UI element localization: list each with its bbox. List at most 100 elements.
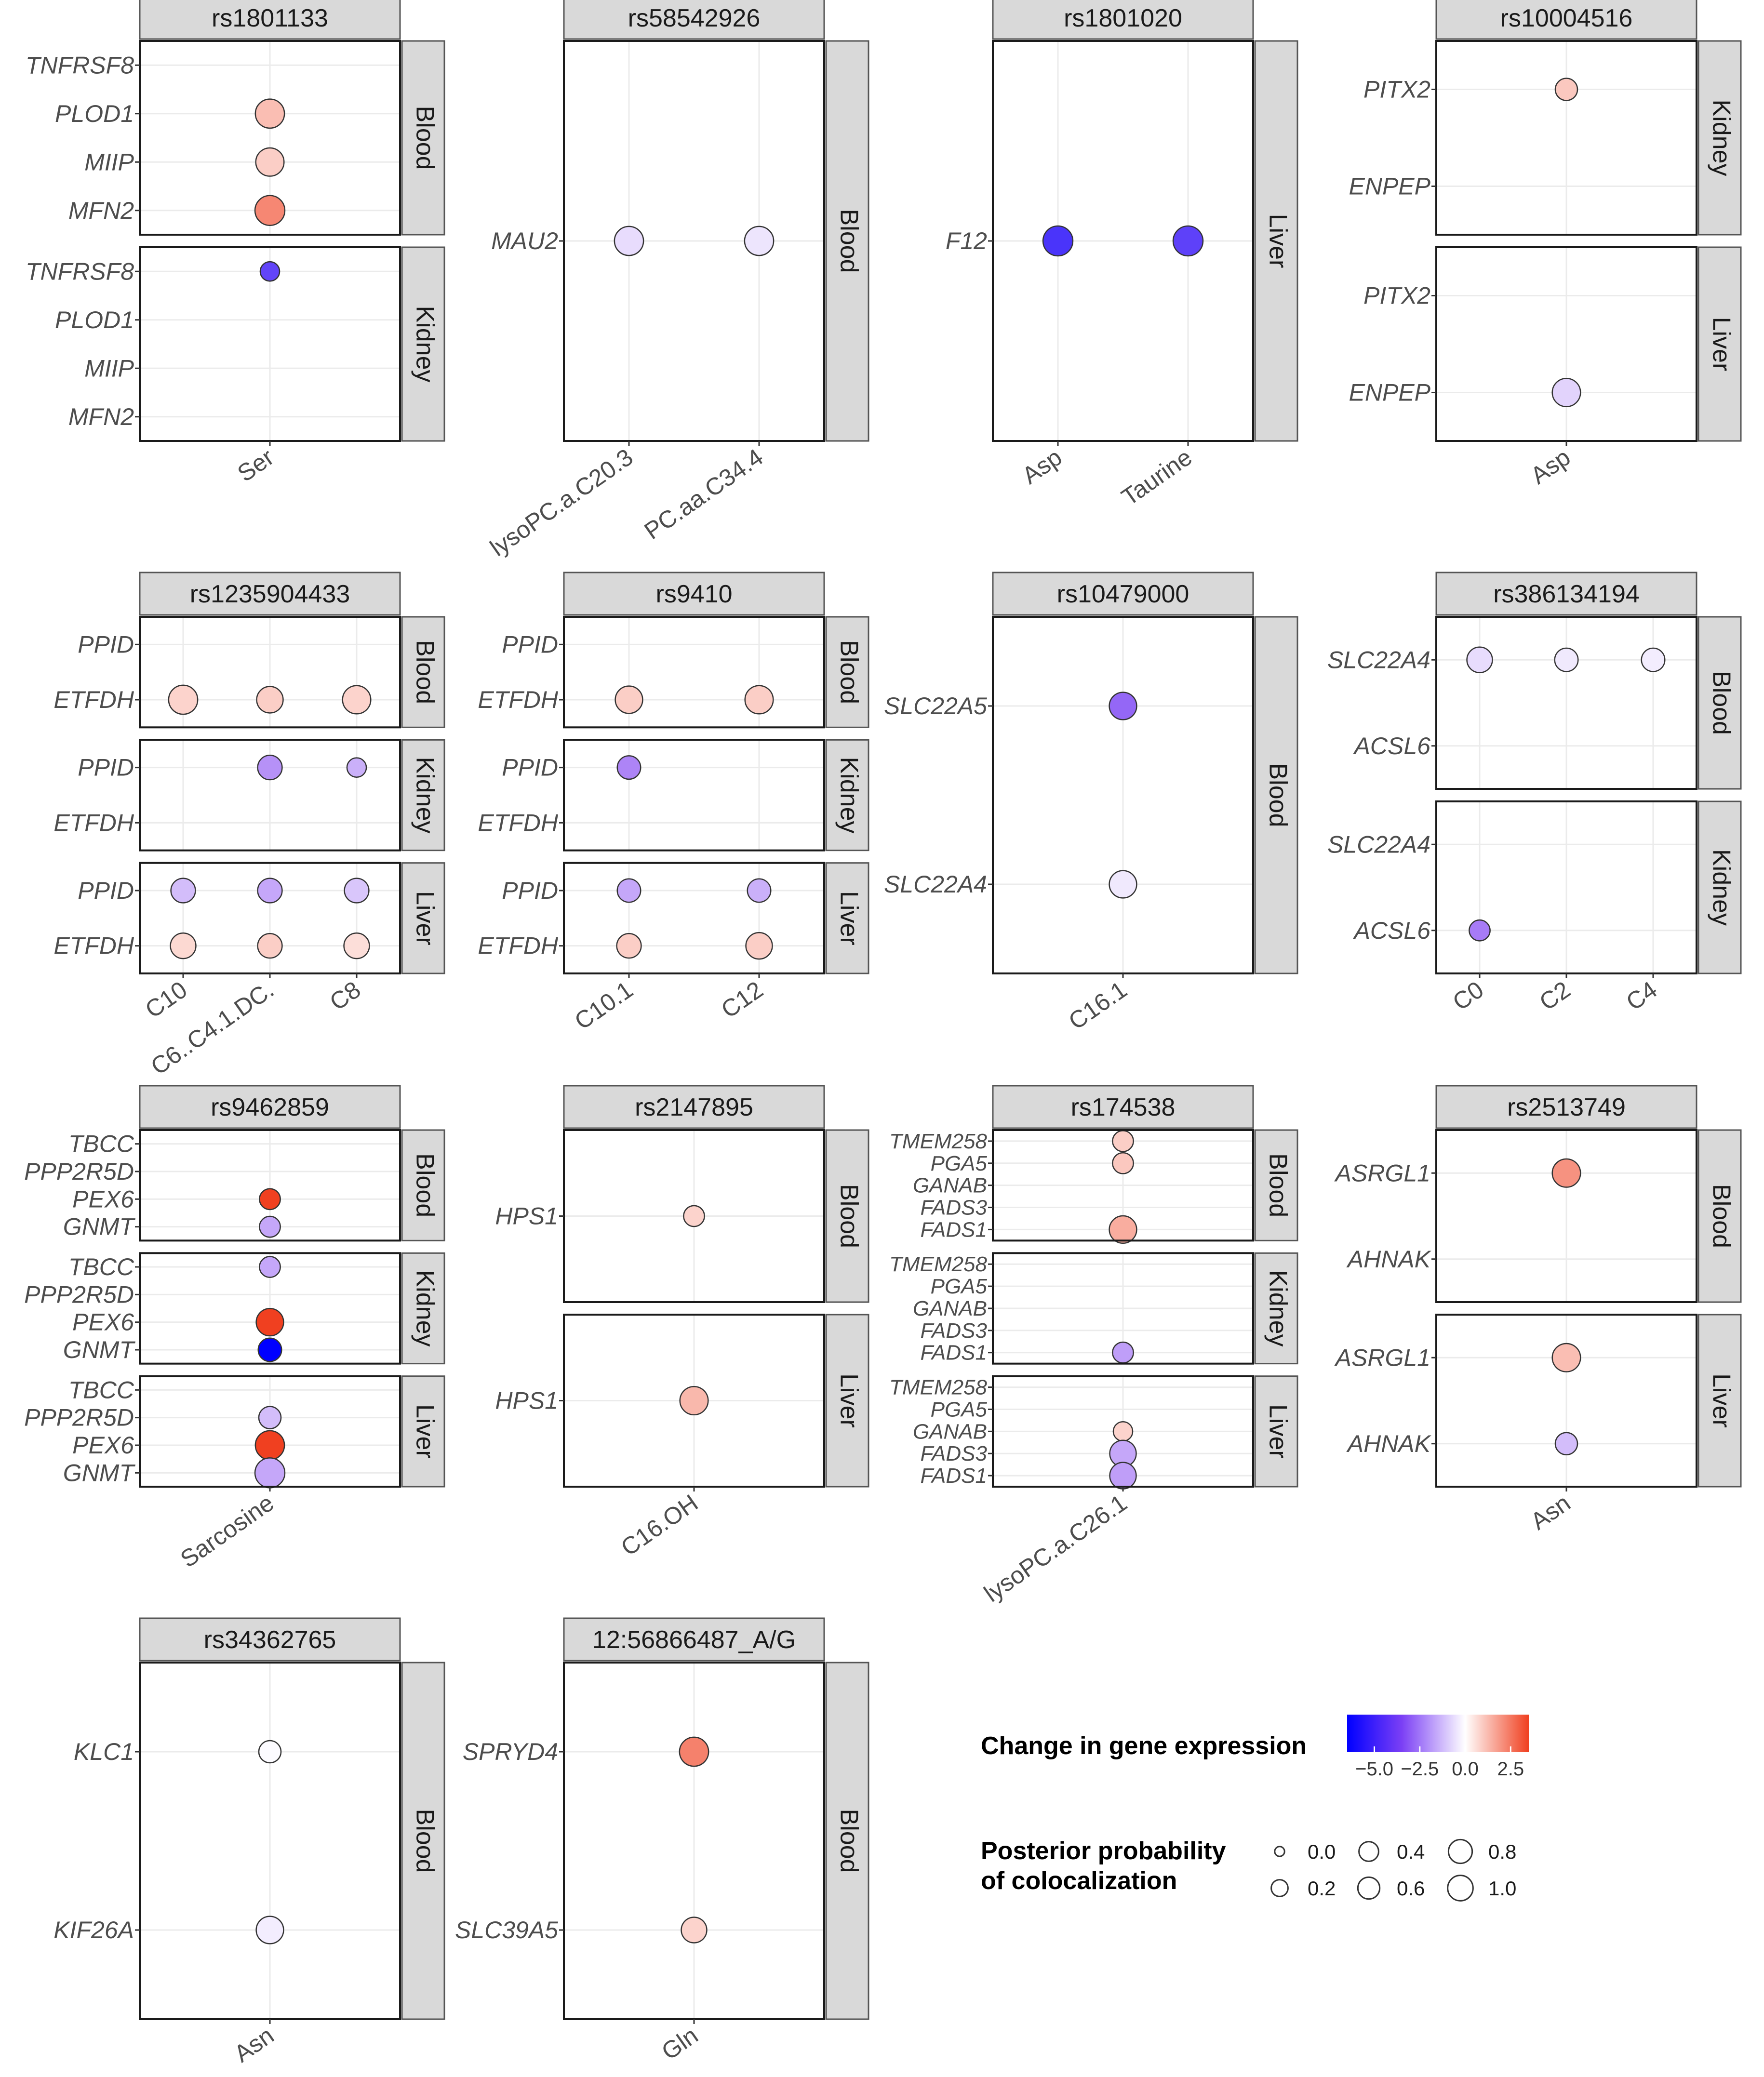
gene-tick-label: PPID [502, 754, 558, 781]
metabolite-tick-label: Asn [1526, 1489, 1576, 1535]
tissue-label: Liver [1707, 1373, 1735, 1428]
tissue-strip [1697, 246, 1742, 442]
tissue-label: Blood [835, 1809, 863, 1873]
gene-tick-label: FADS1 [920, 1464, 987, 1488]
gene-tick-label: FADS1 [920, 1218, 987, 1241]
data-point [614, 226, 644, 256]
gene-tick-label: ETFDH [53, 932, 134, 959]
data-point [343, 932, 370, 959]
data-point [255, 147, 285, 177]
size-legend-circle [1447, 1838, 1473, 1864]
data-point [1466, 646, 1493, 673]
size-legend-circle [1447, 1875, 1474, 1902]
tissue-label: Kidney [835, 757, 863, 834]
tissue-label: Liver [1264, 214, 1292, 268]
metabolite-tick-label: Gln [656, 2022, 703, 2065]
gene-tick-label: SPRYD4 [463, 1738, 558, 1765]
facet-rs58542926: rs58542926 Blood MAU2 lysoPC.a.C20.3 PC.aa.C… [485, 0, 869, 561]
metabolite-tick-label: lysoPC.a.C26.1 [979, 1489, 1132, 1607]
metabolite-tick-label: Asn [229, 2022, 279, 2067]
metabolite-tick-label: Asp [1017, 443, 1067, 489]
tissue-label: Kidney [411, 1270, 439, 1347]
data-point [170, 932, 197, 959]
gene-tick-label: TNFRSF8 [26, 258, 134, 285]
facet-rs174538: rs174538BloodTMEM258PGA5GANABFADS3FADS1K… [889, 1085, 1298, 1607]
data-point [1112, 1421, 1134, 1442]
facet-rs1801020: rs1801020 Liver F12 Asp Taurine [946, 0, 1298, 511]
tissue-strip [401, 616, 445, 728]
tissue-label: Blood [835, 1184, 863, 1248]
tissue-strip [1697, 1129, 1742, 1303]
data-point [1554, 78, 1578, 101]
panel-blood: Blood PPID ETFDH [53, 616, 445, 729]
tissue-strip [401, 1662, 445, 2020]
data-point [256, 686, 284, 714]
facet-rs1235904433: rs1235904433 Blood PPID ETFDH Kidney PPID ETFD… [53, 572, 445, 1080]
data-point [1112, 1130, 1134, 1152]
panel-blood: Blood PPID ETFDH [478, 616, 869, 729]
size-legend-title-line2: of colocalization [981, 1867, 1177, 1895]
tissue-strip [1254, 40, 1298, 442]
color-legend-tick: 0.0 [1452, 1758, 1479, 1780]
gene-tick-label: KLC1 [74, 1738, 134, 1765]
metabolite-tick-label: C16.OH [616, 1489, 703, 1561]
tissue-strip [1254, 1129, 1298, 1241]
data-point [258, 1406, 282, 1429]
metabolite-tick-label: C8 [325, 976, 365, 1016]
gene-tick-label: ENPEP [1349, 173, 1430, 200]
snp-label: rs1801020 [1064, 4, 1182, 32]
gene-tick-label: ACSL6 [1353, 917, 1431, 944]
panel-blood: Blood SLC22A5 SLC22A4 C16.1 [884, 616, 1298, 1035]
gene-tick-label: GANAB [913, 1420, 987, 1443]
tissue-label: Kidney [1707, 100, 1735, 176]
tissue-strip [401, 862, 445, 974]
gene-tick-label: PEX6 [72, 1185, 134, 1212]
data-point [257, 878, 283, 904]
data-point [259, 1188, 281, 1211]
gene-tick-label: FADS3 [920, 1196, 987, 1219]
tissue-label: Liver [835, 891, 863, 945]
metabolite-tick-label: lysoPC.a.C20.3 [485, 443, 638, 561]
facet-rs34362765: rs34362765 Blood KLC1 KIF26A Asn [53, 1617, 445, 2067]
data-point [257, 1337, 282, 1362]
legend: Change in gene expression −5.0 −2.5 0.0 2.5… [981, 1715, 1529, 1902]
gene-tick-label: AHNAK [1346, 1430, 1432, 1457]
data-point [346, 757, 367, 778]
gene-tick-label: GNMT [63, 1336, 136, 1363]
gene-tick-label: GNMT [63, 1213, 136, 1240]
metabolite-tick-label: C16.1 [1064, 976, 1132, 1035]
size-legend-title-line1: Posterior probability [981, 1837, 1226, 1865]
data-point [747, 878, 772, 903]
snp-label: rs9410 [656, 580, 733, 608]
panel-blood: Blood TNFRSF8 PLOD1 MIIP MFN2 [26, 40, 445, 236]
snp-strip [1435, 572, 1697, 616]
tissue-strip [1697, 40, 1742, 236]
tissue-label: Liver [1707, 317, 1735, 372]
tissue-strip [825, 739, 869, 852]
tissue-label: Blood [1264, 1153, 1292, 1217]
tissue-label: Blood [1707, 671, 1735, 735]
snp-strip [992, 572, 1254, 616]
panel-liver: Liver ASRGL1 AHNAK Asn [1334, 1314, 1742, 1535]
gene-tick-label: FADS1 [920, 1341, 987, 1365]
gene-tick-label: GANAB [913, 1297, 987, 1320]
gene-tick-label: FADS3 [920, 1319, 987, 1343]
tissue-strip [1697, 616, 1742, 790]
gene-tick-label: PEX6 [72, 1432, 134, 1459]
snp-strip [139, 0, 401, 40]
data-point [679, 1385, 709, 1416]
metabolite-tick-label: Sarcosine [175, 1489, 279, 1572]
gene-tick-label: PPID [502, 631, 558, 658]
tissue-strip [401, 739, 445, 852]
data-point [616, 878, 641, 903]
size-legend-circle [1274, 1846, 1285, 1857]
color-legend-tick: 2.5 [1497, 1758, 1524, 1780]
snp-label: rs1801133 [212, 4, 328, 32]
facet-rs10004516: rs10004516 Kidney PITX2 ENPEP Liver PITX2 ENPE… [1349, 0, 1742, 489]
data-point [259, 1215, 281, 1238]
data-point [1641, 647, 1666, 672]
data-point [1172, 225, 1204, 257]
data-point [616, 755, 641, 780]
